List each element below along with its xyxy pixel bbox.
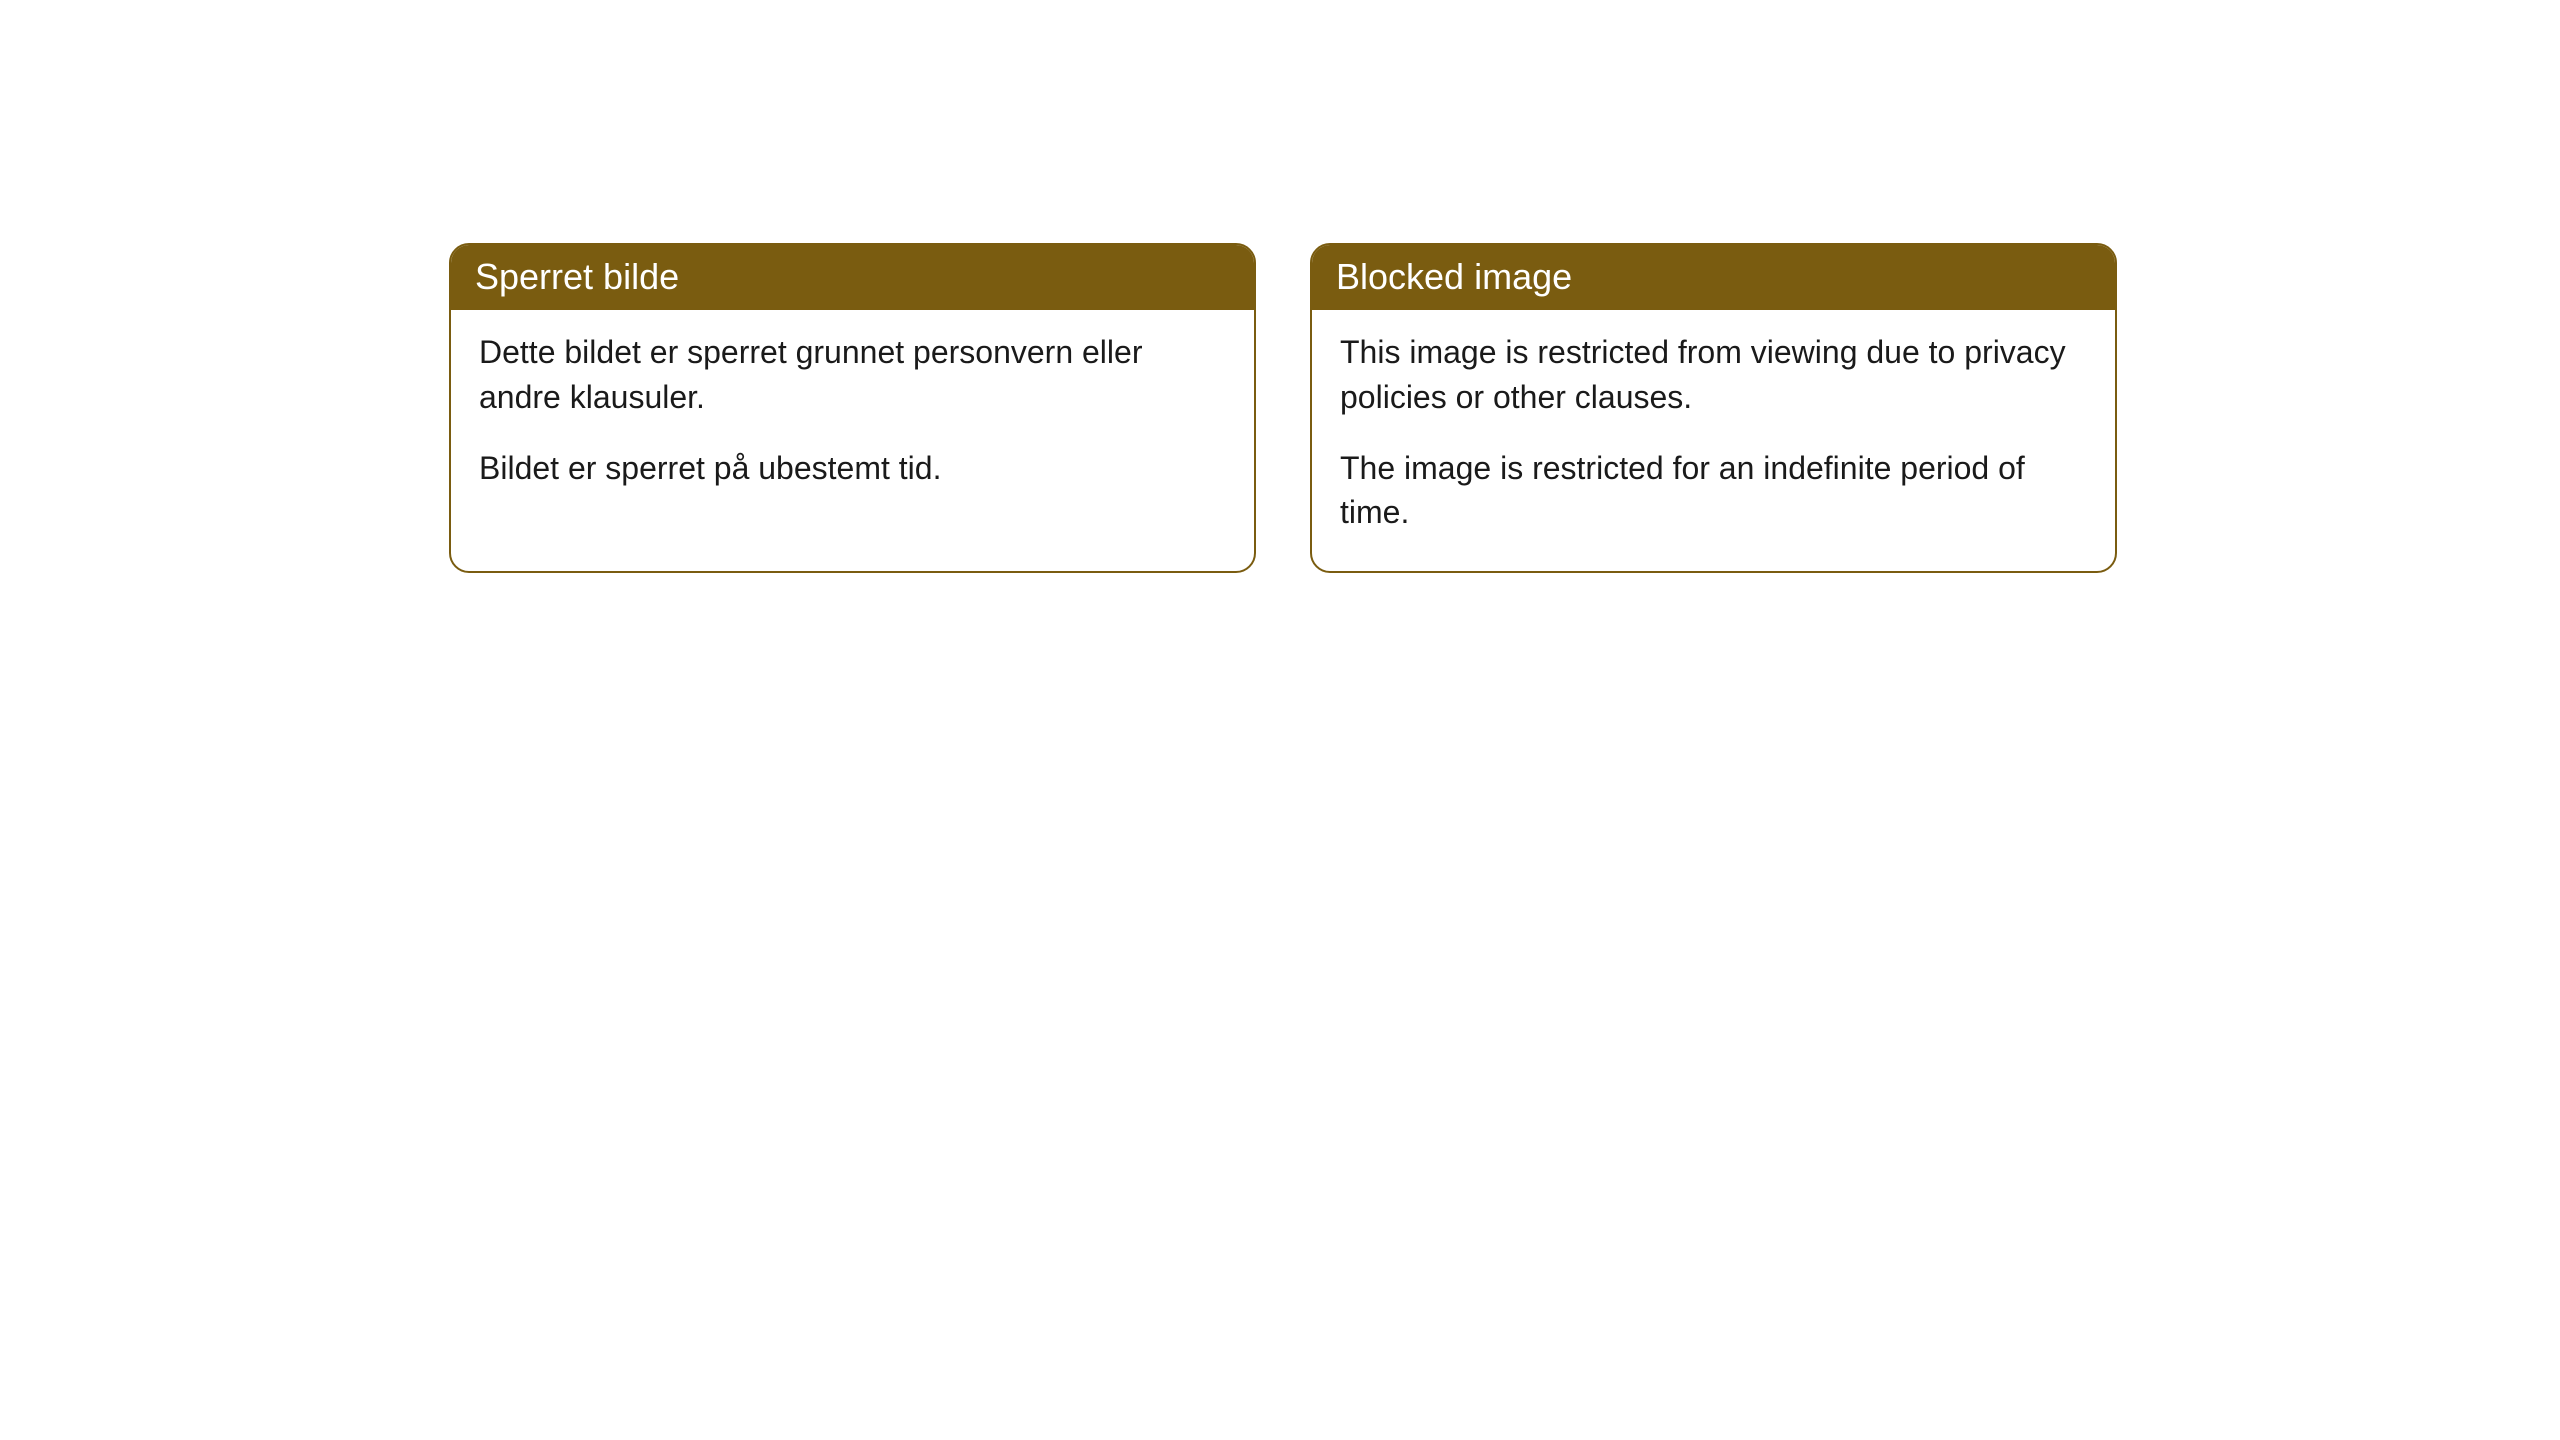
notice-card-english: Blocked image This image is restricted f… [1310,243,2117,573]
card-text-line2: The image is restricted for an indefinit… [1340,446,2087,536]
card-text-line2: Bildet er sperret på ubestemt tid. [479,446,1226,491]
card-text-line1: Dette bildet er sperret grunnet personve… [479,330,1226,420]
card-body-norwegian: Dette bildet er sperret grunnet personve… [451,310,1254,526]
card-header-english: Blocked image [1312,245,2115,310]
notice-container: Sperret bilde Dette bildet er sperret gr… [449,243,2117,573]
card-body-english: This image is restricted from viewing du… [1312,310,2115,571]
card-header-norwegian: Sperret bilde [451,245,1254,310]
card-text-line1: This image is restricted from viewing du… [1340,330,2087,420]
notice-card-norwegian: Sperret bilde Dette bildet er sperret gr… [449,243,1256,573]
